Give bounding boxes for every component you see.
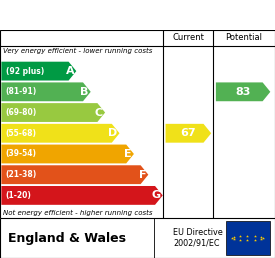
Text: EU Directive
2002/91/EC: EU Directive 2002/91/EC xyxy=(173,228,223,248)
Text: F: F xyxy=(139,170,146,180)
FancyBboxPatch shape xyxy=(226,221,270,255)
Text: Very energy efficient - lower running costs: Very energy efficient - lower running co… xyxy=(3,47,152,54)
Text: Not energy efficient - higher running costs: Not energy efficient - higher running co… xyxy=(3,210,152,216)
Text: Energy Efficiency Rating: Energy Efficiency Rating xyxy=(8,8,199,22)
Polygon shape xyxy=(1,103,105,122)
Text: (55-68): (55-68) xyxy=(6,129,37,138)
Text: (92 plus): (92 plus) xyxy=(6,67,44,76)
Text: 83: 83 xyxy=(235,87,251,97)
Text: (21-38): (21-38) xyxy=(6,170,37,179)
Text: (81-91): (81-91) xyxy=(6,87,37,96)
Polygon shape xyxy=(1,82,91,101)
Text: D: D xyxy=(108,128,117,138)
Polygon shape xyxy=(1,186,163,205)
Text: G: G xyxy=(152,190,161,200)
Text: A: A xyxy=(65,66,74,76)
Text: 67: 67 xyxy=(181,128,196,138)
Polygon shape xyxy=(1,124,120,143)
Text: B: B xyxy=(80,87,89,97)
Text: C: C xyxy=(95,108,103,118)
Polygon shape xyxy=(166,124,211,143)
Polygon shape xyxy=(1,144,134,163)
Text: Current: Current xyxy=(172,33,204,42)
Polygon shape xyxy=(1,165,148,184)
Text: E: E xyxy=(124,149,132,159)
Text: England & Wales: England & Wales xyxy=(8,231,126,245)
Text: (1-20): (1-20) xyxy=(6,191,31,200)
Polygon shape xyxy=(1,62,76,80)
Text: (39-54): (39-54) xyxy=(6,149,37,158)
Polygon shape xyxy=(216,82,270,101)
Text: (69-80): (69-80) xyxy=(6,108,37,117)
Text: Potential: Potential xyxy=(226,33,263,42)
